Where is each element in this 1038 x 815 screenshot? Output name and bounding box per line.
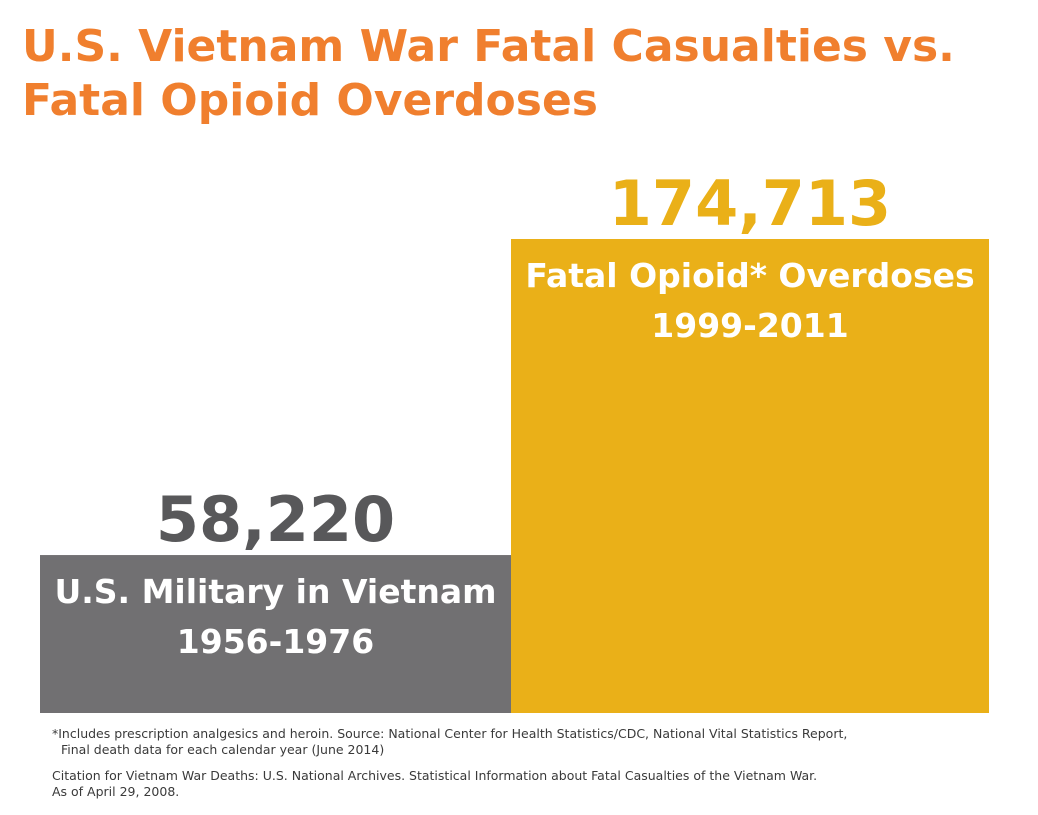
source-footnote-line-2: Final death data for each calendar year …	[61, 742, 385, 757]
value-label-vietnam: 58,220	[156, 483, 395, 556]
category-label-opioid: Fatal Opioid* Overdoses	[525, 256, 974, 295]
category-period-opioid: 1999-2011	[651, 306, 848, 345]
category-period-vietnam: 1956-1976	[177, 622, 374, 661]
chart-title: U.S. Vietnam War Fatal Casualties vs. Fa…	[22, 21, 955, 126]
citation-footnote-line-2: As of April 29, 2008.	[52, 784, 180, 799]
footnotes: *Includes prescription analgesics and he…	[52, 726, 1012, 810]
value-label-opioid: 174,713	[609, 167, 891, 240]
bar-opioid	[511, 239, 989, 713]
source-footnote: *Includes prescription analgesics and he…	[52, 726, 1012, 758]
bar-vietnam	[40, 555, 511, 713]
category-label-vietnam: U.S. Military in Vietnam	[54, 572, 496, 611]
citation-footnote-line-1: Citation for Vietnam War Deaths: U.S. Na…	[52, 768, 818, 783]
source-footnote-line-1: *Includes prescription analgesics and he…	[52, 726, 848, 741]
citation-footnote: Citation for Vietnam War Deaths: U.S. Na…	[52, 768, 1012, 800]
bar-chart: 58,220 U.S. Military in Vietnam 1956-1976 1…	[40, 167, 989, 713]
